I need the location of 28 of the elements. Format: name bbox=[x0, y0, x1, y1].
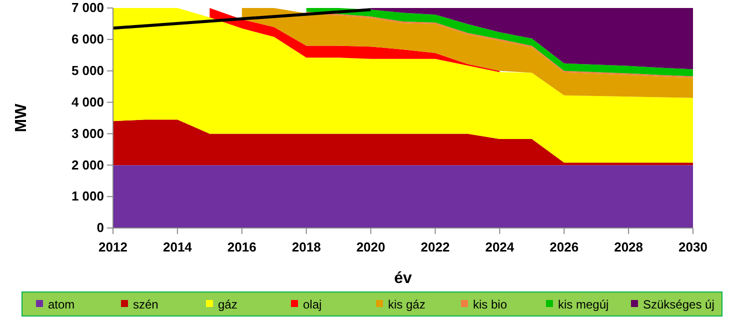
legend-label: szén bbox=[133, 298, 158, 312]
x-tick-label: 2024 bbox=[485, 239, 515, 254]
y-tick-label: 6 000 bbox=[71, 32, 104, 47]
y-tick-label: 1 000 bbox=[71, 188, 104, 204]
x-tick-label: 2012 bbox=[98, 239, 128, 254]
legend-label: Szükséges új bbox=[643, 298, 714, 312]
y-axis-title: MW bbox=[13, 102, 30, 132]
x-tick-label: 2030 bbox=[678, 239, 708, 254]
legend-label: kis bio bbox=[473, 298, 508, 312]
x-tick-label: 2022 bbox=[420, 239, 450, 254]
legend-label: olaj bbox=[303, 298, 322, 312]
x-tick-label: 2026 bbox=[550, 239, 579, 254]
y-tick-label: 4 000 bbox=[71, 94, 104, 110]
x-tick-label: 2028 bbox=[614, 239, 644, 254]
x-tick-label: 2014 bbox=[162, 239, 193, 254]
legend-label: atom bbox=[48, 298, 75, 312]
legend-label: kis gáz bbox=[388, 298, 426, 312]
y-tick-label: 2 000 bbox=[71, 157, 104, 172]
y-tick-label: 0 bbox=[96, 220, 104, 236]
y-tick-label: 5 000 bbox=[71, 63, 104, 78]
y-tick-label: 3 000 bbox=[71, 126, 104, 141]
legend-label: gáz bbox=[218, 298, 238, 312]
x-tick-label: 2020 bbox=[356, 239, 386, 254]
legend-label: kis megúj bbox=[558, 298, 609, 312]
y-tick-label: 7 000 bbox=[71, 0, 104, 16]
x-tick-label: 2018 bbox=[292, 239, 321, 254]
x-axis-title: év bbox=[394, 270, 412, 287]
x-tick-label: 2016 bbox=[227, 239, 256, 254]
